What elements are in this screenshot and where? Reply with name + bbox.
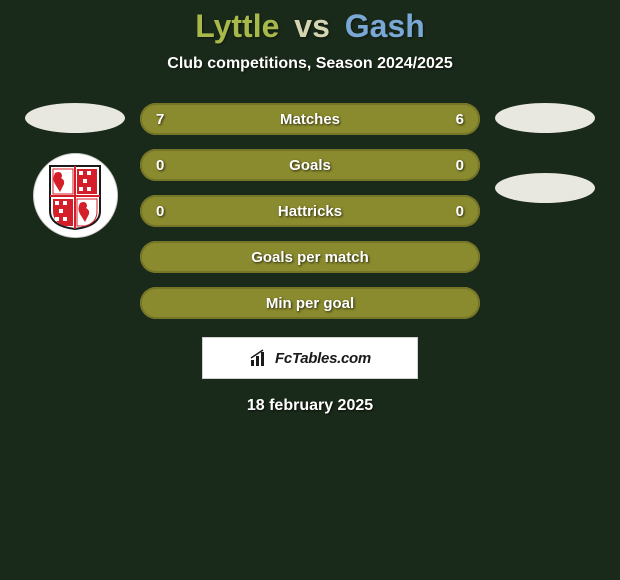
stat-bar: 0 Hattricks 0	[140, 195, 480, 227]
player2-name: Gash	[345, 8, 425, 44]
vs-text: vs	[294, 8, 330, 44]
player1-name: Lyttle	[195, 8, 279, 44]
bar-content: Goals per match	[140, 241, 480, 273]
stat-label: Goals per match	[251, 249, 369, 266]
stat-bar: Min per goal	[140, 287, 480, 319]
root: Lyttle vs Gash Club competitions, Season…	[0, 0, 620, 580]
stat-bar: 0 Goals 0	[140, 149, 480, 181]
stat-value-right: 0	[444, 203, 464, 220]
stat-value-left: 0	[156, 203, 176, 220]
date-text: 18 february 2025	[0, 397, 620, 415]
left-column	[20, 103, 130, 238]
subtitle: Club competitions, Season 2024/2025	[0, 55, 620, 73]
right-column	[490, 103, 600, 203]
stat-label: Matches	[280, 111, 340, 128]
stat-label: Hattricks	[278, 203, 342, 220]
bar-content: 0 Hattricks 0	[140, 195, 480, 227]
stats-bars: 7 Matches 6 0 Goals 0 0 Hattricks 0 Goals per mat…	[140, 103, 480, 319]
bar-content: 0 Goals 0	[140, 149, 480, 181]
player1-placeholder-icon	[25, 103, 125, 133]
stat-value-right: 6	[444, 111, 464, 128]
source-logo: FcTables.com	[202, 337, 418, 379]
chart-icon	[249, 348, 269, 368]
page-title: Lyttle vs Gash	[0, 8, 620, 45]
stat-value-left: 7	[156, 111, 176, 128]
player2-placeholder-icon	[495, 103, 595, 133]
stat-bar: 7 Matches 6	[140, 103, 480, 135]
bar-content: 7 Matches 6	[140, 103, 480, 135]
logo-text: FcTables.com	[275, 350, 371, 367]
stat-label: Goals	[289, 157, 331, 174]
club-crest-icon	[33, 153, 118, 238]
main-area: 7 Matches 6 0 Goals 0 0 Hattricks 0 Goals per mat…	[0, 103, 620, 319]
club2-placeholder-icon	[495, 173, 595, 203]
bar-content: Min per goal	[140, 287, 480, 319]
stat-value-left: 0	[156, 157, 176, 174]
stat-label: Min per goal	[266, 295, 354, 312]
stat-value-right: 0	[444, 157, 464, 174]
stat-bar: Goals per match	[140, 241, 480, 273]
